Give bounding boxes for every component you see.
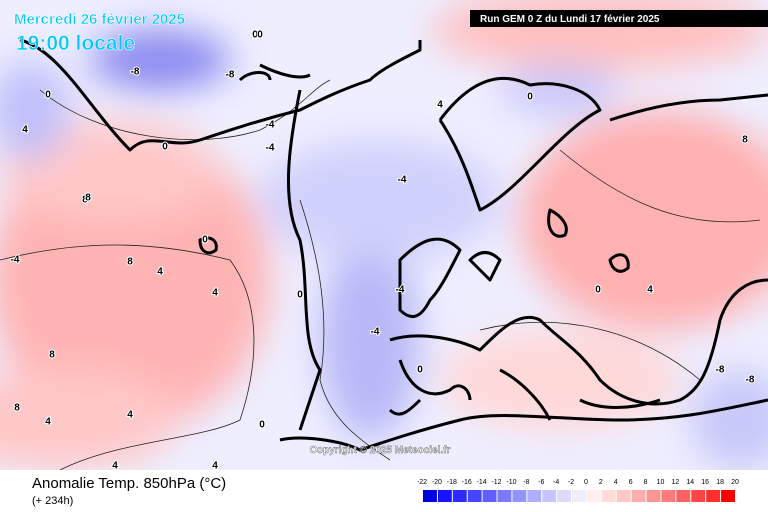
legend-swatch — [646, 490, 661, 502]
legend-swatch — [631, 490, 646, 502]
color-legend: -22 -20 -18 -16 -14 -12 -10 -8 -6 -4 -2 0 2 4 6 8 10 12 14… — [417, 479, 739, 502]
legend-swatch — [586, 490, 601, 502]
contour-label: 8 — [14, 403, 20, 414]
contour-label: 4 — [127, 410, 133, 421]
legend-swatch — [661, 490, 676, 502]
legend-label: -22 — [417, 479, 427, 486]
legend-label: -4 — [553, 479, 559, 486]
legend-label: -18 — [447, 479, 457, 486]
legend-swatch — [542, 490, 557, 502]
run-info: Run GEM 0 Z du Lundi 17 février 2025 — [480, 14, 660, 25]
legend-label: 16 — [701, 479, 709, 486]
contour-label: -4 — [371, 327, 380, 338]
legend-label: -20 — [432, 479, 442, 486]
legend-swatch — [557, 490, 572, 502]
contour-label: 8 — [82, 195, 88, 206]
contour-label: -8 — [716, 365, 725, 376]
contour-label: 0 — [257, 30, 263, 41]
legend-label: 12 — [671, 479, 679, 486]
contour-label: 8 — [127, 257, 133, 268]
contour-label: 4 — [45, 417, 51, 428]
contour-label: 4 — [22, 125, 28, 136]
legend-swatch — [676, 490, 691, 502]
contour-label: 0 — [297, 290, 303, 301]
legend-label: 4 — [614, 479, 618, 486]
contour-label: 4 — [212, 288, 218, 299]
contour-label: -4 — [266, 143, 275, 154]
legend-label: -14 — [477, 479, 487, 486]
legend-label: 6 — [629, 479, 633, 486]
contour-label: 0 — [162, 142, 168, 153]
legend-swatch — [497, 490, 512, 502]
lead-time: (+ 234h) — [32, 495, 73, 507]
contour-label: 4 — [212, 461, 218, 472]
contour-label: -4 — [396, 285, 405, 296]
legend-label: 18 — [716, 479, 724, 486]
contour-label: 8 — [742, 135, 748, 146]
legend-swatch — [616, 490, 631, 502]
contour-label: 4 — [437, 100, 443, 111]
contour-label: 0 — [202, 235, 208, 246]
legend-swatch — [706, 490, 721, 502]
legend-label: -6 — [538, 479, 544, 486]
contour-label: 0 — [252, 30, 258, 41]
contour-label: 0 — [259, 420, 265, 431]
run-banner — [470, 10, 768, 27]
contour-label: -4 — [398, 175, 407, 186]
legend-swatch — [437, 490, 452, 502]
contour-label: 8 — [85, 193, 91, 204]
legend-label: 14 — [686, 479, 694, 486]
legend-label: -10 — [506, 479, 516, 486]
legend-swatch — [423, 490, 437, 502]
legend-label: 8 — [644, 479, 648, 486]
contour-label: 4 — [647, 285, 653, 296]
contour-label: -4 — [266, 120, 275, 131]
contour-label: -8 — [226, 70, 235, 81]
legend-label: 2 — [599, 479, 603, 486]
legend-swatch — [691, 490, 706, 502]
legend-swatch — [512, 490, 527, 502]
legend-swatch — [601, 490, 616, 502]
contour-label: -8 — [746, 375, 755, 386]
legend-label: -2 — [568, 479, 574, 486]
legend-swatch — [527, 490, 542, 502]
contour-label: -8 — [131, 67, 140, 78]
forecast-time: 19:00 locale — [16, 32, 135, 55]
legend-swatch — [721, 490, 735, 502]
forecast-date: Mercredi 26 février 2025 — [14, 11, 185, 28]
legend-label: 20 — [731, 479, 739, 486]
legend-swatch — [572, 490, 586, 502]
legend-swatch — [467, 490, 482, 502]
legend-label: -8 — [523, 479, 529, 486]
contour-label: 0 — [595, 285, 601, 296]
legend-swatch — [482, 490, 497, 502]
contour-labels: 0-8 -800480-4-440-48-48484-40048-8-8400-4… — [10, 29, 756, 473]
copyright: Copyright © 2025 Meteociel.fr — [310, 445, 451, 456]
contour-label: 4 — [112, 461, 118, 472]
legend-label: -12 — [491, 479, 501, 486]
footer-title: Anomalie Temp. 850hPa (°C) — [32, 475, 226, 492]
contour-label: 0 — [527, 92, 533, 103]
legend-swatch — [452, 490, 467, 502]
legend-label: -16 — [462, 479, 472, 486]
contour-label: -4 — [11, 255, 20, 266]
contour-label: 4 — [157, 267, 163, 278]
contour-label: 0 — [45, 90, 51, 101]
contour-label: 0 — [417, 365, 423, 376]
legend-label: 0 — [584, 479, 588, 486]
legend-label: 10 — [657, 479, 665, 486]
contour-label: 8 — [49, 350, 55, 361]
map-field — [0, 0, 768, 471]
